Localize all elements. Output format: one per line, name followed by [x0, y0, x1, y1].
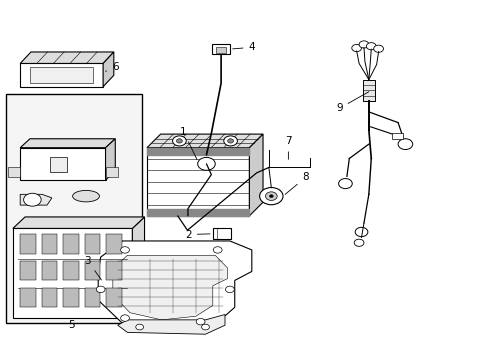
- Polygon shape: [147, 134, 263, 148]
- Circle shape: [353, 239, 363, 246]
- Bar: [106, 288, 122, 307]
- Circle shape: [269, 195, 273, 198]
- Bar: [84, 288, 100, 307]
- Polygon shape: [20, 63, 103, 87]
- Circle shape: [196, 319, 204, 325]
- Polygon shape: [13, 228, 132, 318]
- Text: 1: 1: [180, 127, 197, 159]
- Circle shape: [96, 286, 105, 293]
- Polygon shape: [132, 217, 144, 318]
- Text: 7: 7: [285, 136, 291, 159]
- Polygon shape: [105, 139, 115, 180]
- Polygon shape: [8, 167, 20, 177]
- Circle shape: [366, 42, 375, 50]
- Circle shape: [358, 41, 368, 48]
- Polygon shape: [103, 52, 114, 87]
- Ellipse shape: [73, 190, 99, 202]
- Bar: [41, 288, 57, 307]
- Polygon shape: [20, 148, 105, 180]
- Bar: [41, 234, 57, 253]
- Text: 4: 4: [232, 42, 255, 52]
- Bar: [106, 234, 122, 253]
- Bar: [5, 94, 142, 323]
- Bar: [84, 234, 100, 253]
- Circle shape: [224, 136, 237, 146]
- Bar: [391, 133, 402, 139]
- Circle shape: [213, 247, 222, 253]
- Bar: [63, 261, 79, 280]
- Polygon shape: [20, 194, 52, 205]
- Circle shape: [227, 139, 233, 143]
- Bar: [362, 80, 374, 101]
- Circle shape: [176, 139, 182, 143]
- Bar: [20, 261, 36, 280]
- Bar: [20, 234, 36, 253]
- Polygon shape: [13, 217, 144, 228]
- Circle shape: [373, 45, 383, 52]
- Text: 6: 6: [105, 62, 119, 72]
- Bar: [212, 44, 229, 54]
- Circle shape: [351, 44, 361, 51]
- Text: 5: 5: [68, 320, 75, 330]
- Polygon shape: [113, 255, 227, 320]
- Text: 2: 2: [185, 230, 210, 239]
- Circle shape: [197, 157, 215, 170]
- Circle shape: [338, 179, 351, 189]
- Polygon shape: [98, 241, 251, 332]
- Polygon shape: [20, 52, 114, 63]
- Bar: [20, 288, 36, 307]
- Polygon shape: [147, 148, 249, 216]
- Polygon shape: [105, 167, 118, 177]
- Bar: [216, 46, 225, 53]
- Bar: [63, 234, 79, 253]
- Bar: [63, 288, 79, 307]
- Text: 9: 9: [336, 92, 368, 113]
- Circle shape: [397, 139, 412, 149]
- Circle shape: [136, 324, 143, 330]
- Circle shape: [172, 136, 186, 146]
- Circle shape: [23, 193, 41, 206]
- Circle shape: [259, 188, 283, 205]
- Circle shape: [121, 247, 129, 253]
- Bar: [84, 261, 100, 280]
- Bar: [50, 157, 67, 172]
- Circle shape: [354, 227, 367, 237]
- Circle shape: [201, 324, 209, 330]
- Polygon shape: [30, 67, 93, 83]
- Circle shape: [265, 192, 277, 201]
- Text: 8: 8: [285, 172, 308, 194]
- Circle shape: [225, 286, 234, 293]
- Text: 3: 3: [84, 256, 101, 280]
- Bar: [212, 228, 231, 239]
- Polygon shape: [20, 139, 115, 148]
- Bar: [41, 261, 57, 280]
- Circle shape: [121, 315, 129, 321]
- Polygon shape: [249, 134, 263, 216]
- Bar: [106, 261, 122, 280]
- Polygon shape: [118, 315, 224, 334]
